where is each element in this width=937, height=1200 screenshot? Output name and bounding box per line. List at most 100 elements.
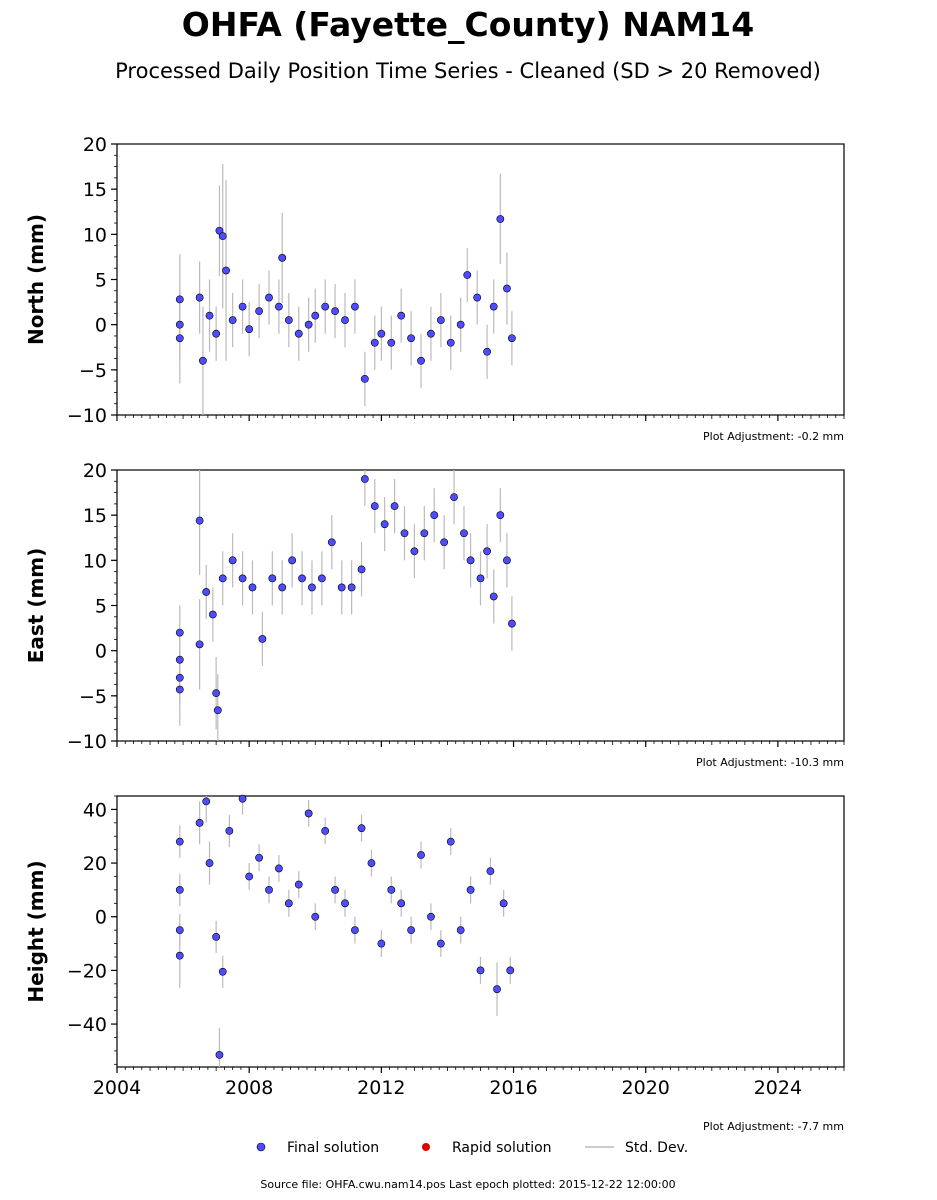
data-point	[380, 520, 389, 529]
data-point	[331, 307, 339, 316]
data-point	[347, 583, 356, 592]
panels: −10 −5 0 5 10 15 20 North (mm) Plot Adjustment: …	[24, 134, 845, 1133]
chart-subtitle: Processed Daily Position Time Series - C…	[115, 59, 821, 83]
data-point	[407, 334, 416, 343]
plot-adjustment-note: Plot Adjustment: -0.2 mm	[703, 430, 844, 443]
data-point	[360, 475, 369, 483]
legend: Final solution Rapid solution Std. Dev.	[256, 1140, 688, 1156]
data-point	[304, 320, 313, 329]
data-point	[456, 320, 465, 329]
y-tick-label: 0	[95, 907, 107, 929]
y-tick-label: 5	[95, 270, 107, 292]
data-point	[397, 311, 406, 320]
x-tick-label: 2016	[489, 1077, 537, 1099]
data-point	[463, 271, 472, 279]
data-point	[503, 556, 511, 565]
data-point	[248, 583, 257, 592]
plot-adjustment-note: Plot Adjustment: -10.3 mm	[696, 756, 844, 769]
data-point	[245, 325, 254, 334]
data-point	[175, 886, 184, 894]
data-point	[370, 338, 379, 347]
data-point	[255, 853, 263, 862]
y-tick-label: 10	[83, 224, 107, 246]
data-point	[450, 493, 458, 501]
y-axis-label: North (mm)	[24, 214, 48, 345]
data-point	[268, 574, 277, 583]
data-point	[275, 302, 283, 311]
data-point	[489, 592, 498, 601]
data-point	[436, 316, 445, 325]
data-point	[175, 334, 184, 343]
data-point	[436, 939, 445, 948]
data-point	[390, 502, 399, 511]
data-point	[400, 529, 409, 538]
y-tick-label: 5	[95, 596, 107, 618]
legend-rapid-label: Rapid solution	[452, 1140, 552, 1156]
data-point	[466, 886, 475, 894]
data-point	[493, 985, 501, 994]
data-point	[341, 316, 349, 325]
legend-final-label: Final solution	[287, 1140, 379, 1156]
data-point	[321, 302, 330, 311]
data-point	[298, 574, 306, 583]
data-point	[351, 302, 359, 311]
x-tick-label: 2020	[622, 1077, 670, 1099]
data-point	[288, 556, 297, 565]
y-tick-label: −10	[67, 731, 107, 753]
data-point	[407, 926, 416, 935]
data-point	[284, 899, 293, 908]
data-point	[265, 293, 273, 302]
data-point	[215, 1051, 224, 1059]
data-point	[503, 284, 511, 293]
data-point	[175, 926, 184, 935]
x-tick-label: 2008	[225, 1077, 273, 1099]
data-point	[284, 316, 293, 325]
data-point	[238, 302, 247, 311]
data-point	[195, 640, 204, 649]
data-point	[228, 556, 237, 565]
data-point	[294, 880, 303, 889]
data-point	[341, 899, 349, 908]
data-point	[208, 610, 217, 619]
data-point	[245, 872, 254, 881]
plot-adjustment-note: Plot Adjustment: -7.7 mm	[703, 1120, 844, 1133]
data-point	[446, 338, 455, 347]
data-point	[308, 583, 316, 592]
data-point	[370, 502, 379, 511]
data-point	[175, 685, 184, 694]
data-point	[351, 926, 359, 935]
data-point	[175, 655, 184, 664]
y-tick-label: 15	[83, 179, 107, 201]
x-tick-label: 2004	[93, 1077, 141, 1099]
data-point	[258, 635, 267, 643]
data-point	[473, 293, 482, 302]
data-point	[357, 565, 366, 574]
data-point	[278, 583, 287, 592]
data-point	[387, 886, 396, 894]
data-point	[507, 334, 516, 343]
data-point	[202, 797, 211, 806]
data-point	[265, 886, 273, 894]
data-point	[476, 574, 485, 583]
data-point	[175, 673, 184, 682]
x-tick-label: 2012	[357, 1077, 405, 1099]
y-tick-label: 20	[83, 853, 107, 875]
data-point	[228, 316, 237, 325]
data-point	[311, 912, 320, 921]
data-point	[367, 859, 376, 867]
data-point	[446, 837, 455, 846]
data-point	[417, 851, 425, 859]
y-tick-label: −20	[67, 960, 107, 982]
data-point	[427, 912, 435, 921]
chart-title: OHFA (Fayette_County) NAM14	[182, 5, 754, 44]
panel-height: −40 −20 0 20 40 2004 2008 2012 2016 2020 2024 Heigh…	[24, 794, 845, 1133]
data-point	[483, 347, 492, 356]
data-point	[213, 706, 222, 715]
data-point	[410, 547, 419, 556]
y-tick-label: −10	[67, 405, 107, 427]
data-point	[218, 574, 227, 583]
data-point	[387, 338, 396, 347]
data-point	[278, 253, 287, 262]
source-note: Source file: OHFA.cwu.nam14.pos Last epo…	[260, 1178, 675, 1191]
